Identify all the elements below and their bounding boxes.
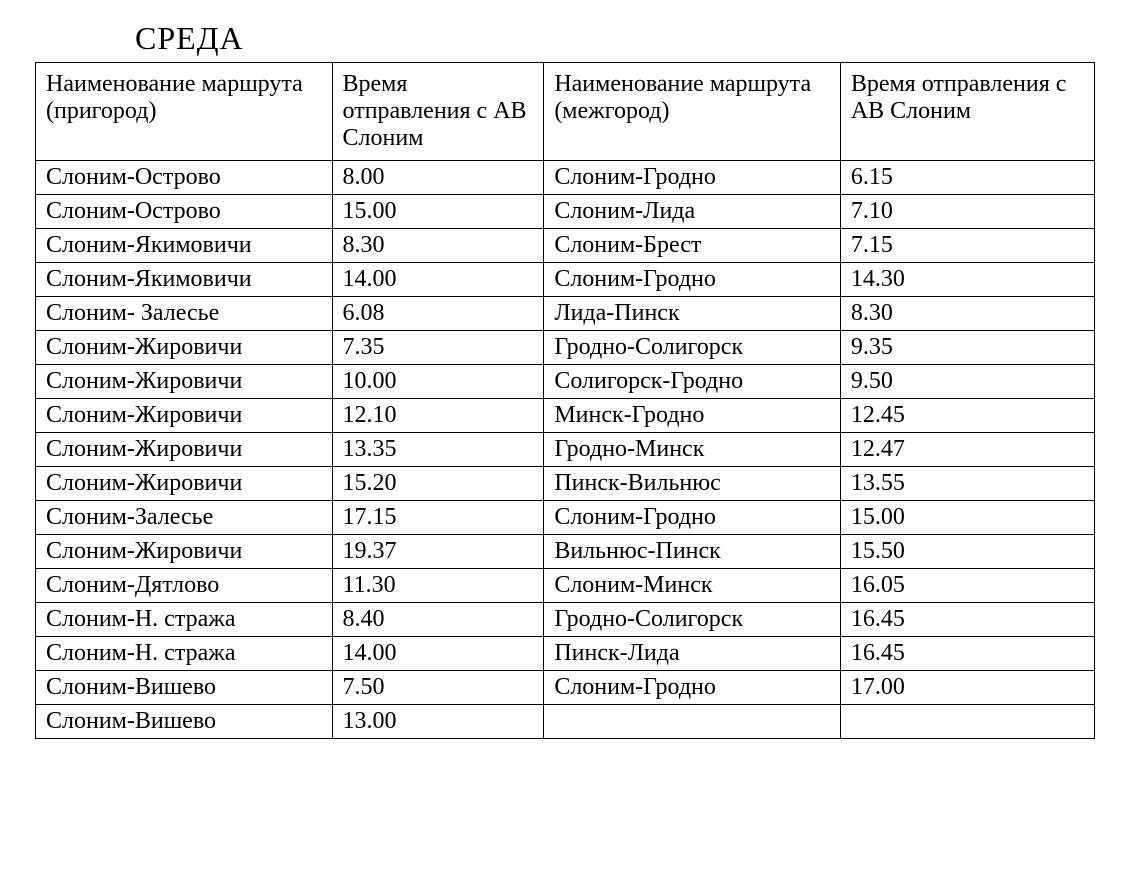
table-row: Слоним-Острово15.00Слоним-Лида7.10 [36, 195, 1095, 229]
table-cell: 6.08 [332, 297, 544, 331]
table-cell: Слоним-Н. стража [36, 603, 333, 637]
table-cell: Слоним-Якимовичи [36, 229, 333, 263]
table-cell: Слоним-Дятлово [36, 569, 333, 603]
table-cell: Слоним-Гродно [544, 501, 841, 535]
page-title: СРЕДА [135, 20, 1104, 57]
table-cell: Гродно-Минск [544, 433, 841, 467]
table-cell: 12.10 [332, 399, 544, 433]
table-cell [840, 705, 1094, 739]
table-row: Слоним-Жировичи7.35Гродно-Солигорск9.35 [36, 331, 1095, 365]
table-row: Слоним-Жировичи15.20Пинск-Вильнюс13.55 [36, 467, 1095, 501]
table-cell: 12.47 [840, 433, 1094, 467]
table-row: Слоним-Вишево7.50Слоним-Гродно17.00 [36, 671, 1095, 705]
table-row: Слоним-Вишево13.00 [36, 705, 1095, 739]
schedule-table: Наименование маршрута (пригород) Время о… [35, 62, 1095, 739]
table-cell: Минск-Гродно [544, 399, 841, 433]
table-cell: 15.50 [840, 535, 1094, 569]
table-cell: Слоним-Жировичи [36, 467, 333, 501]
table-cell: 8.00 [332, 161, 544, 195]
table-cell: 8.40 [332, 603, 544, 637]
table-cell: Слоним-Гродно [544, 263, 841, 297]
column-header: Время отправления с АВ Слоним [840, 63, 1094, 161]
table-cell: 8.30 [332, 229, 544, 263]
table-cell [544, 705, 841, 739]
table-cell: 6.15 [840, 161, 1094, 195]
table-cell: 12.45 [840, 399, 1094, 433]
table-row: Слоним-Якимовичи8.30Слоним-Брест7.15 [36, 229, 1095, 263]
table-row: Слоним-Залесье17.15Слоним-Гродно15.00 [36, 501, 1095, 535]
table-cell: 7.35 [332, 331, 544, 365]
table-cell: Слоним-Вишево [36, 705, 333, 739]
table-header-row: Наименование маршрута (пригород) Время о… [36, 63, 1095, 161]
table-cell: Слоним-Н. стража [36, 637, 333, 671]
table-row: Слоним-Дятлово11.30Слоним-Минск16.05 [36, 569, 1095, 603]
table-cell: 17.00 [840, 671, 1094, 705]
table-row: Слоним-Жировичи10.00Солигорск-Гродно9.50 [36, 365, 1095, 399]
table-cell: 15.00 [840, 501, 1094, 535]
table-cell: Слоним-Острово [36, 161, 333, 195]
table-cell: 15.20 [332, 467, 544, 501]
column-header: Время отправления с АВ Слоним [332, 63, 544, 161]
column-header: Наименование маршрута (пригород) [36, 63, 333, 161]
table-row: Слоним-Жировичи12.10Минск-Гродно12.45 [36, 399, 1095, 433]
table-row: Слоним-Острово8.00Слоним-Гродно6.15 [36, 161, 1095, 195]
table-cell: 9.35 [840, 331, 1094, 365]
table-cell: Слоним-Залесье [36, 501, 333, 535]
table-body: Слоним-Острово8.00Слоним-Гродно6.15Слони… [36, 161, 1095, 739]
column-header: Наименование маршрута (межгород) [544, 63, 841, 161]
table-row: Слоним-Н. стража14.00Пинск-Лида16.45 [36, 637, 1095, 671]
table-cell: 19.37 [332, 535, 544, 569]
table-cell: 13.00 [332, 705, 544, 739]
table-cell: Пинск-Вильнюс [544, 467, 841, 501]
table-cell: 15.00 [332, 195, 544, 229]
table-cell: Слоним-Якимовичи [36, 263, 333, 297]
table-row: Слоним- Залесье6.08Лида-Пинск8.30 [36, 297, 1095, 331]
table-cell: Слоним- Залесье [36, 297, 333, 331]
table-cell: 9.50 [840, 365, 1094, 399]
table-cell: Слоним-Жировичи [36, 433, 333, 467]
table-cell: 10.00 [332, 365, 544, 399]
table-cell: Слоним-Брест [544, 229, 841, 263]
table-cell: Солигорск-Гродно [544, 365, 841, 399]
table-row: Слоним-Якимовичи14.00Слоним-Гродно14.30 [36, 263, 1095, 297]
table-cell: 16.05 [840, 569, 1094, 603]
table-row: Слоним-Жировичи13.35Гродно-Минск12.47 [36, 433, 1095, 467]
table-cell: 13.35 [332, 433, 544, 467]
table-cell: 14.00 [332, 263, 544, 297]
table-cell: 16.45 [840, 603, 1094, 637]
table-cell: Лида-Пинск [544, 297, 841, 331]
table-cell: 14.30 [840, 263, 1094, 297]
table-cell: 13.55 [840, 467, 1094, 501]
table-cell: Пинск-Лида [544, 637, 841, 671]
table-cell: Слоним-Минск [544, 569, 841, 603]
table-cell: Слоним-Жировичи [36, 399, 333, 433]
table-cell: 17.15 [332, 501, 544, 535]
table-cell: Вильнюс-Пинск [544, 535, 841, 569]
table-cell: Слоним-Жировичи [36, 365, 333, 399]
table-cell: 16.45 [840, 637, 1094, 671]
table-cell: Слоним-Острово [36, 195, 333, 229]
table-cell: Слоним-Гродно [544, 671, 841, 705]
table-cell: Гродно-Солигорск [544, 331, 841, 365]
table-cell: 8.30 [840, 297, 1094, 331]
table-cell: 7.50 [332, 671, 544, 705]
table-cell: Слоним-Лида [544, 195, 841, 229]
table-cell: 7.15 [840, 229, 1094, 263]
table-row: Слоним-Жировичи19.37Вильнюс-Пинск15.50 [36, 535, 1095, 569]
table-cell: 7.10 [840, 195, 1094, 229]
table-cell: 11.30 [332, 569, 544, 603]
table-cell: Слоним-Жировичи [36, 535, 333, 569]
table-cell: Слоним-Жировичи [36, 331, 333, 365]
table-cell: Гродно-Солигорск [544, 603, 841, 637]
table-cell: Слоним-Гродно [544, 161, 841, 195]
table-row: Слоним-Н. стража8.40Гродно-Солигорск16.4… [36, 603, 1095, 637]
table-cell: Слоним-Вишево [36, 671, 333, 705]
table-cell: 14.00 [332, 637, 544, 671]
